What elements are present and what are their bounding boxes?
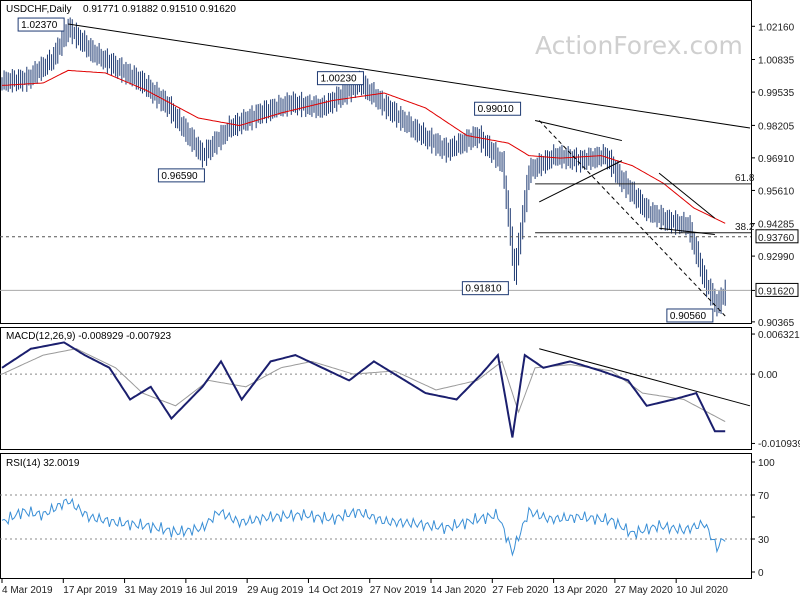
x-axis-label: 27 Nov 2019 [370, 585, 427, 596]
price-axis-label: 0.99535 [758, 88, 795, 99]
x-axis-label: 16 Jul 2019 [186, 585, 238, 596]
price-axis-label: 0.98205 [758, 121, 795, 132]
x-axis-label: 4 Mar 2019 [2, 585, 53, 596]
watermark: ActionForex.com [535, 31, 743, 60]
long-term-falling-trendline [68, 23, 751, 129]
swing-label-text: 0.99010 [478, 104, 515, 115]
x-axis-label: 10 Jul 2020 [676, 585, 728, 596]
triangle-upper [534, 120, 623, 142]
rsi-header: RSI(14) 32.0019 [6, 458, 80, 469]
rsi-axis-label: 70 [758, 491, 770, 502]
rsi-axis-label: 100 [758, 458, 775, 469]
macd-line [1, 341, 726, 438]
macd-panel-frame [0, 327, 752, 450]
price-axis-label: 0.96910 [758, 154, 795, 165]
moving-average-line [1, 69, 726, 224]
price-panel-frame [0, 0, 752, 324]
axes: 1.02160 1.00835 0.99535 0.98205 0.96910 0.956… [1, 22, 800, 596]
macd-panel [0, 341, 751, 438]
price-axis-label: 1.02160 [758, 22, 795, 33]
price-axis-label: 0.95610 [758, 186, 795, 197]
rsi-line [1, 497, 726, 557]
x-axis-label: 29 Aug 2019 [247, 585, 304, 596]
swing-label-box [461, 281, 509, 296]
price-header-symbol: USDCHF,Daily [6, 4, 72, 15]
price-axis-label: 1.00835 [758, 56, 795, 67]
price-axis-label: 0.91620 [758, 286, 795, 297]
swing-label-box [316, 71, 364, 86]
macd-axis-label: 0.006321 [758, 330, 800, 341]
swing-label-text: 0.91810 [465, 284, 502, 295]
price-axis-label: 0.94285 [758, 220, 795, 231]
macd-header: MACD(12,26,9) -0.008929 -0.007923 [6, 331, 172, 342]
macd-axis-label: -0.010939 [758, 439, 800, 450]
price-header-ohlc: 0.91771 0.91882 0.91510 0.91620 [83, 4, 236, 15]
level-price-label: 0.93760 [758, 233, 795, 244]
current-price-box [755, 282, 799, 297]
macd-signal-line [1, 348, 726, 423]
swing-label-text: 1.02370 [21, 20, 58, 31]
falling-dashed-channel [538, 120, 726, 317]
swing-label-box [17, 17, 65, 32]
rsi-axis-label: 0 [758, 568, 764, 579]
x-axis-label: 14 Jan 2020 [431, 585, 486, 596]
x-axis-label: 27 Feb 2020 [492, 585, 549, 596]
swing-label-box [666, 308, 714, 323]
level-price-box [755, 229, 799, 244]
price-axis-label: 0.90365 [758, 318, 795, 329]
rsi-axis-label: 30 [758, 535, 770, 546]
fib-level-label: 38.2 [735, 222, 755, 233]
rsi-panel [0, 494, 751, 557]
swing-label-text: 0.96590 [161, 171, 198, 182]
price-panel: 61.8 38.2 1.02370 1.00230 0.96590 0.99010 0.91… [0, 17, 755, 323]
swing-label-text: 1.00230 [320, 74, 357, 85]
x-axis-label: 17 Apr 2019 [63, 585, 117, 596]
wedge-lower [659, 227, 715, 236]
macd-trendline [539, 348, 751, 407]
x-axis-label: 14 Oct 2019 [308, 585, 363, 596]
swing-label-box [474, 101, 522, 116]
x-axis-label: 31 May 2019 [125, 585, 183, 596]
triangle-lower [539, 160, 623, 203]
x-axis-label: 13 Apr 2020 [554, 585, 608, 596]
swing-label-text: 0.90560 [670, 311, 707, 322]
swing-label-box [157, 168, 205, 183]
wedge-upper [658, 172, 716, 219]
fib-level-label: 61.8 [735, 173, 755, 184]
price-axis-label: 0.92990 [758, 252, 795, 263]
x-axis-label: 27 May 2020 [615, 585, 673, 596]
rsi-panel-frame [0, 453, 752, 579]
macd-axis-label: 0.00 [758, 370, 778, 381]
